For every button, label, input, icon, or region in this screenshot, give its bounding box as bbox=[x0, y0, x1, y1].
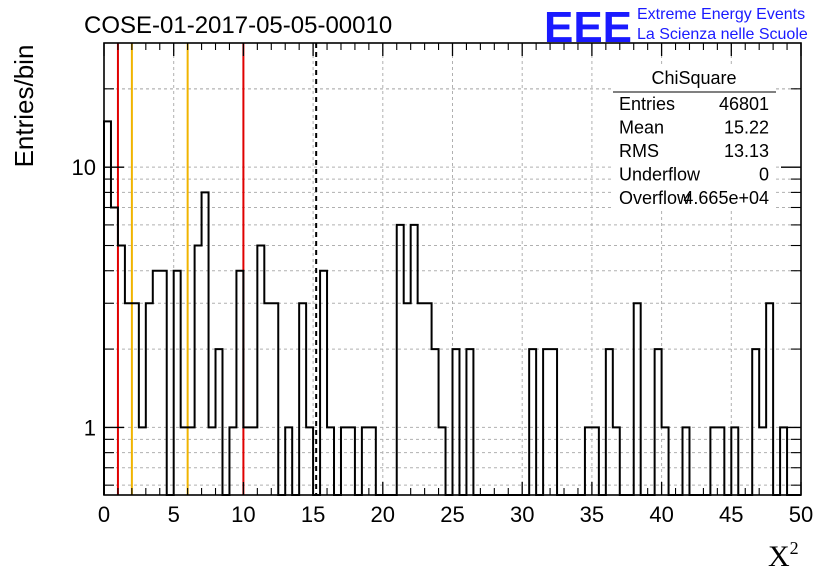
x-tick-label: 15 bbox=[301, 502, 325, 527]
axis-ticks: 0 5 10 15 20 25 30 35 40 45 50 1 10 bbox=[72, 43, 813, 527]
eee-logo-line1: Extreme Energy Events bbox=[637, 6, 805, 23]
x-tick-label: 30 bbox=[510, 502, 534, 527]
eee-logo: EEE Extreme Energy Events La Scienza nel… bbox=[544, 3, 808, 52]
stats-box-title: ChiSquare bbox=[651, 68, 736, 88]
y-tick-label: 10 bbox=[72, 155, 96, 180]
stats-row-label: Entries bbox=[619, 94, 675, 114]
y-axis-label: Entries/bin bbox=[9, 45, 39, 168]
x-tick-label: 40 bbox=[649, 502, 673, 527]
stats-row-value: 46801 bbox=[719, 94, 769, 114]
x-tick-label: 25 bbox=[440, 502, 464, 527]
y-tick-label: 1 bbox=[84, 415, 96, 440]
x-tick-label: 35 bbox=[580, 502, 604, 527]
histogram-outline bbox=[103, 120, 801, 496]
stats-row-value: 13.13 bbox=[724, 141, 769, 161]
x-tick-label: 20 bbox=[371, 502, 395, 527]
x-tick-label: 10 bbox=[231, 502, 255, 527]
x-tick-label: 0 bbox=[98, 502, 110, 527]
stats-row-label: Overflow bbox=[619, 188, 691, 208]
stats-row-label: Underflow bbox=[619, 165, 701, 185]
histogram-bins bbox=[103, 120, 801, 496]
eee-logo-line2: La Scienza nelle Scuole bbox=[637, 26, 808, 43]
stats-box-frame bbox=[613, 67, 776, 210]
stats-row-label: RMS bbox=[619, 141, 659, 161]
stats-row-value: 4.665e+04 bbox=[683, 188, 769, 208]
eee-logo-mark: EEE bbox=[544, 3, 632, 52]
chart-title: COSE-01-2017-05-05-00010 bbox=[84, 12, 392, 39]
x-tick-label: 45 bbox=[719, 502, 743, 527]
stats-row-value: 15.22 bbox=[724, 118, 769, 138]
stats-box: ChiSquare Entries 46801 Mean 15.22 RMS 13.13 U… bbox=[613, 67, 776, 210]
stats-box-rows: Entries 46801 Mean 15.22 RMS 13.13 Underflow 0 O… bbox=[619, 94, 769, 208]
stats-row-label: Mean bbox=[619, 118, 664, 138]
x-tick-label: 50 bbox=[789, 502, 813, 527]
stats-row-value: 0 bbox=[759, 165, 769, 185]
x-axis-label: X2 bbox=[768, 538, 799, 572]
x-tick-label: 5 bbox=[168, 502, 180, 527]
